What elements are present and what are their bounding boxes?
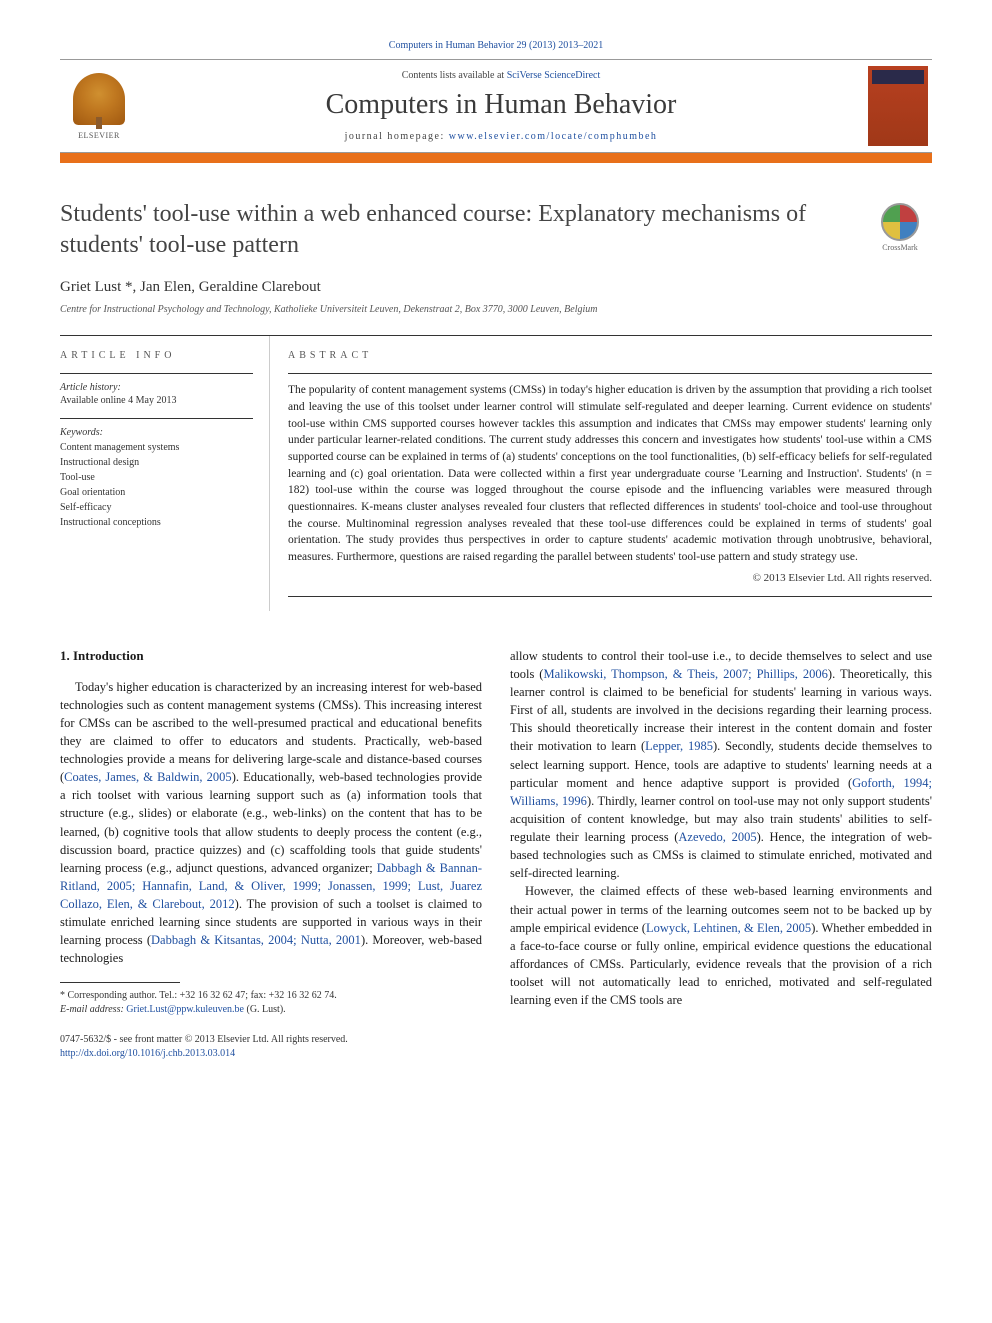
- history-label: Article history:: [60, 382, 253, 393]
- section-1-heading: 1. Introduction: [60, 647, 482, 666]
- footnote-email-link[interactable]: Griet.Lust@ppw.kuleuven.be: [126, 1004, 244, 1015]
- doi-link[interactable]: http://dx.doi.org/10.1016/j.chb.2013.03.…: [60, 1048, 235, 1059]
- affiliation-line: Centre for Instructional Psychology and …: [60, 304, 932, 315]
- crossmark-icon: [881, 203, 919, 241]
- citation-link[interactable]: Coates, James, & Baldwin, 2005: [64, 770, 232, 784]
- body-col-left: 1. Introduction Today's higher education…: [60, 647, 482, 1061]
- footer-copyright-doi: 0747-5632/$ - see front matter © 2013 El…: [60, 1033, 482, 1061]
- sciencedirect-link[interactable]: SciVerse ScienceDirect: [507, 70, 601, 81]
- abstract-text: The popularity of content management sys…: [288, 382, 932, 565]
- citation-link[interactable]: Dabbagh & Kitsantas, 2004; Nutta, 2001: [151, 933, 361, 947]
- keywords-label: Keywords:: [60, 427, 253, 438]
- intro-paragraph-2: However, the claimed effects of these we…: [510, 882, 932, 1009]
- article-title-text: Students' tool-use within a web enhanced…: [60, 201, 806, 258]
- abstract-bottom-rule: [288, 596, 932, 597]
- article-info-heading: ARTICLE INFO: [60, 350, 253, 361]
- footnote-separator: [60, 982, 180, 983]
- journal-title: Computers in Human Behavior: [134, 89, 868, 121]
- footnote-email-suffix: (G. Lust).: [247, 1004, 286, 1015]
- contents-prefix: Contents lists available at: [402, 70, 507, 81]
- citation-link[interactable]: Lepper, 1985: [645, 739, 713, 753]
- abstract-heading: ABSTRACT: [288, 350, 932, 361]
- keyword-item: Instructional conceptions: [60, 515, 253, 530]
- citation-link[interactable]: Malikowski, Thompson, & Theis, 2007; Phi…: [543, 667, 827, 681]
- body-two-col: 1. Introduction Today's higher education…: [60, 647, 932, 1061]
- journal-ref-link[interactable]: Computers in Human Behavior 29 (2013) 20…: [389, 40, 603, 51]
- publisher-label: ELSEVIER: [78, 131, 120, 140]
- keyword-item: Self-efficacy: [60, 500, 253, 515]
- keyword-item: Goal orientation: [60, 485, 253, 500]
- intro-paragraph-1: Today's higher education is characterize…: [60, 678, 482, 968]
- keywords-list: Content management systems Instructional…: [60, 440, 253, 530]
- journal-homepage-line: journal homepage: www.elsevier.com/locat…: [134, 131, 868, 142]
- orange-divider: [60, 153, 932, 163]
- abstract-column: ABSTRACT The popularity of content manag…: [270, 336, 932, 610]
- article-title: Students' tool-use within a web enhanced…: [60, 199, 932, 261]
- article-info-column: ARTICLE INFO Article history: Available …: [60, 336, 270, 610]
- elsevier-logo[interactable]: ELSEVIER: [64, 66, 134, 146]
- crossmark-badge[interactable]: CrossMark: [868, 203, 932, 253]
- history-value: Available online 4 May 2013: [60, 395, 253, 406]
- keyword-item: Instructional design: [60, 455, 253, 470]
- intro-paragraph-1-cont: allow students to control their tool-use…: [510, 647, 932, 883]
- info-abstract-block: ARTICLE INFO Article history: Available …: [60, 335, 932, 610]
- corresponding-author-footnote: * Corresponding author. Tel.: +32 16 32 …: [60, 989, 482, 1017]
- footnote-email-label: E-mail address:: [60, 1004, 124, 1015]
- citation-link[interactable]: Azevedo, 2005: [678, 830, 756, 844]
- keyword-item: Content management systems: [60, 440, 253, 455]
- keyword-item: Tool-use: [60, 470, 253, 485]
- footer-front-matter: 0747-5632/$ - see front matter © 2013 El…: [60, 1033, 482, 1047]
- homepage-link[interactable]: www.elsevier.com/locate/comphumbeh: [449, 131, 658, 142]
- citation-link[interactable]: Lowyck, Lehtinen, & Elen, 2005: [646, 921, 811, 935]
- authors-line: Griet Lust *, Jan Elen, Geraldine Clareb…: [60, 279, 932, 296]
- body-col-right: allow students to control their tool-use…: [510, 647, 932, 1061]
- journal-reference: Computers in Human Behavior 29 (2013) 20…: [60, 40, 932, 51]
- abstract-copyright: © 2013 Elsevier Ltd. All rights reserved…: [288, 572, 932, 584]
- crossmark-label: CrossMark: [868, 243, 932, 253]
- journal-header: ELSEVIER Contents lists available at Sci…: [60, 59, 932, 153]
- footnote-tel: * Corresponding author. Tel.: +32 16 32 …: [60, 989, 482, 1003]
- contents-available-line: Contents lists available at SciVerse Sci…: [134, 70, 868, 81]
- elsevier-tree-icon: [73, 73, 125, 125]
- journal-cover-thumb[interactable]: [868, 66, 928, 146]
- homepage-prefix: journal homepage:: [345, 131, 449, 142]
